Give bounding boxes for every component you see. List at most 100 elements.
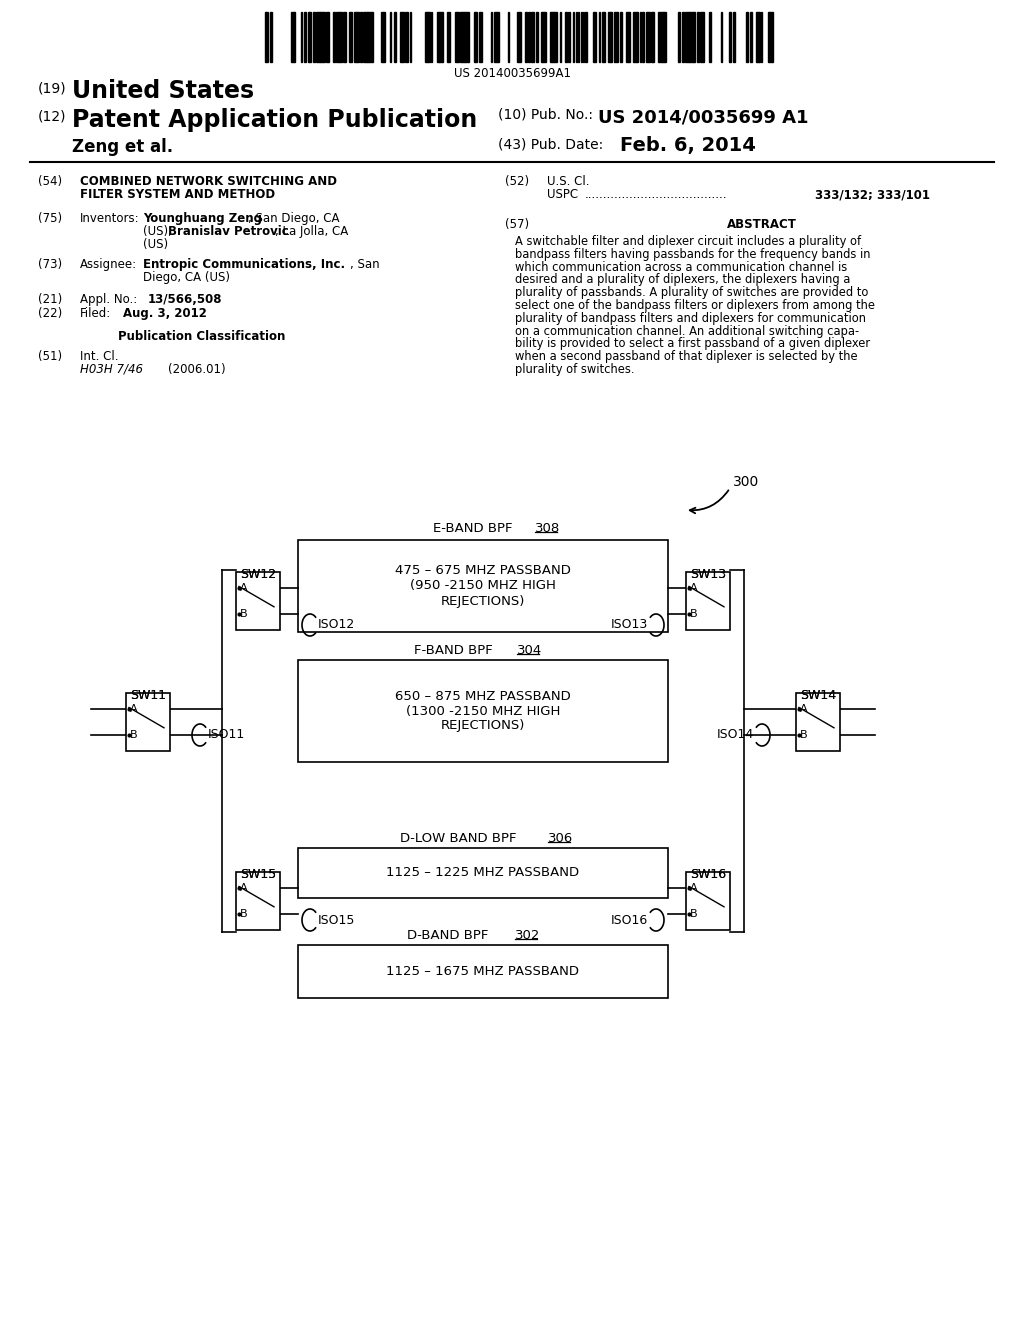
Text: ISO14: ISO14 (717, 729, 754, 742)
Bar (298, 540, 668, 632)
Text: B: B (130, 730, 137, 741)
Text: A switchable filter and diplexer circuit includes a plurality of: A switchable filter and diplexer circuit… (515, 235, 861, 248)
Bar (494, 12, 498, 62)
Text: United States: United States (72, 79, 254, 103)
Text: US 20140035699A1: US 20140035699A1 (454, 67, 570, 81)
Text: B: B (690, 610, 697, 619)
Text: 650 – 875 MHZ PASSBAND
(1300 -2150 MHZ HIGH
REJECTIONS): 650 – 875 MHZ PASSBAND (1300 -2150 MHZ H… (395, 689, 570, 733)
Bar (678, 12, 680, 62)
Text: 1125 – 1675 MHZ PASSBAND: 1125 – 1675 MHZ PASSBAND (386, 965, 580, 978)
Bar (298, 945, 668, 998)
Bar (646, 12, 650, 62)
Bar (270, 12, 272, 62)
Text: USPC: USPC (547, 187, 579, 201)
Text: (19): (19) (38, 82, 67, 96)
Text: Publication Classification: Publication Classification (118, 330, 286, 343)
Bar (336, 12, 339, 62)
Bar (769, 12, 773, 62)
Text: SW15: SW15 (240, 869, 276, 880)
Bar (362, 12, 366, 62)
Bar (525, 12, 527, 62)
Text: Feb. 6, 2014: Feb. 6, 2014 (620, 136, 756, 154)
Text: 304: 304 (517, 644, 543, 657)
Bar (585, 12, 587, 62)
Text: SW15: SW15 (240, 869, 276, 880)
Bar (428, 12, 430, 62)
Bar (309, 12, 311, 62)
Text: Aug. 3, 2012: Aug. 3, 2012 (123, 308, 207, 319)
Text: SW14: SW14 (800, 689, 836, 702)
Text: ISO15: ISO15 (318, 913, 355, 927)
Bar (528, 12, 530, 62)
Bar (658, 12, 662, 62)
Text: 1125 – 1225 MHZ PASSBAND: 1125 – 1225 MHZ PASSBAND (386, 866, 580, 879)
Text: 300: 300 (733, 475, 759, 488)
Bar (664, 12, 666, 62)
Bar (447, 12, 450, 62)
Bar (383, 12, 385, 62)
Text: Int. Cl.: Int. Cl. (80, 350, 119, 363)
Text: Patent Application Publication: Patent Application Publication (72, 108, 477, 132)
Text: A: A (130, 704, 137, 714)
Text: (52): (52) (505, 176, 529, 187)
Text: (43) Pub. Date:: (43) Pub. Date: (498, 139, 603, 152)
Bar (593, 12, 596, 62)
Bar (633, 12, 637, 62)
Bar (602, 12, 605, 62)
Text: plurality of passbands. A plurality of switches are provided to: plurality of passbands. A plurality of s… (515, 286, 868, 300)
Bar (642, 12, 644, 62)
Bar (479, 12, 482, 62)
Text: E-BAND BPF: E-BAND BPF (433, 521, 517, 535)
Text: (75): (75) (38, 213, 62, 224)
Bar (614, 12, 618, 62)
Text: COMBINED NETWORK SWITCHING AND: COMBINED NETWORK SWITCHING AND (80, 176, 337, 187)
Text: Younghuang Zeng: Younghuang Zeng (143, 213, 262, 224)
Text: F-BAND BPF: F-BAND BPF (414, 644, 497, 657)
Text: (21): (21) (38, 293, 62, 306)
Text: ISO11: ISO11 (208, 729, 246, 742)
Bar (610, 12, 612, 62)
Text: A: A (690, 883, 697, 892)
Bar (439, 12, 443, 62)
Bar (543, 12, 546, 62)
Text: B: B (800, 730, 808, 741)
Text: A: A (690, 582, 697, 593)
Bar (426, 12, 428, 62)
Bar (381, 12, 383, 62)
Text: B: B (240, 610, 248, 619)
Text: select one of the bandpass filters or diplexers from among the: select one of the bandpass filters or di… (515, 300, 874, 312)
Text: H03H 7/46: H03H 7/46 (80, 363, 143, 376)
Bar (368, 12, 371, 62)
Text: (US);: (US); (143, 224, 176, 238)
Bar (461, 12, 464, 62)
Text: ......................................: ...................................... (585, 187, 727, 201)
Text: SW16: SW16 (690, 869, 726, 880)
Bar (321, 12, 325, 62)
Text: desired and a plurality of diplexers, the diplexers having a: desired and a plurality of diplexers, th… (515, 273, 850, 286)
Text: 13/566,508: 13/566,508 (148, 293, 222, 306)
Text: on a communication channel. An additional switching capa-: on a communication channel. An additiona… (515, 325, 859, 338)
Text: D-LOW BAND BPF: D-LOW BAND BPF (399, 832, 520, 845)
Text: SW11: SW11 (130, 689, 166, 702)
Bar (349, 12, 352, 62)
Text: SW12: SW12 (240, 568, 276, 581)
Text: Filed:: Filed: (80, 308, 112, 319)
Text: ISO13: ISO13 (610, 619, 648, 631)
Bar (552, 12, 554, 62)
Bar (746, 12, 748, 62)
Text: (2006.01): (2006.01) (168, 363, 225, 376)
Text: Appl. No.:: Appl. No.: (80, 293, 137, 306)
Bar (266, 12, 268, 62)
Bar (796, 693, 840, 751)
Text: bility is provided to select a first passband of a given diplexer: bility is provided to select a first pas… (515, 338, 870, 350)
Bar (298, 660, 668, 762)
Bar (531, 12, 534, 62)
Text: SW16: SW16 (690, 869, 726, 880)
Bar (316, 12, 319, 62)
Text: (10) Pub. No.:: (10) Pub. No.: (498, 108, 593, 121)
Bar (298, 847, 668, 898)
Text: A: A (240, 582, 248, 593)
Text: SW11: SW11 (130, 689, 166, 702)
Text: A: A (800, 704, 808, 714)
Bar (313, 12, 315, 62)
